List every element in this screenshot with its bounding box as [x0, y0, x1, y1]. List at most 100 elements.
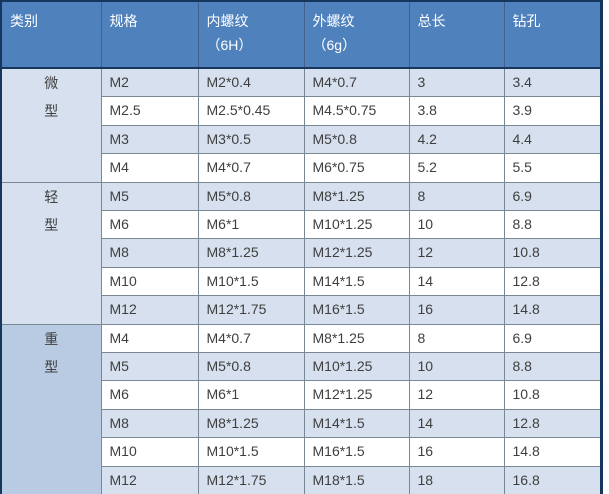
table-cell: 12.8	[503, 266, 602, 297]
table-row: 轻型 M5 M5*0.8 M8*1.25 8 6.9	[0, 181, 602, 325]
table-cell: M4	[100, 323, 199, 354]
table-cell: 14	[408, 266, 505, 297]
table-row: M12 M12*1.75 M16*1.5 16 14.8	[1, 295, 602, 325]
table-cell: M12*1.25	[303, 238, 410, 268]
table-cell: M5*0.8	[197, 181, 305, 212]
col-header-external-thread: 外螺纹 （6g）	[303, 1, 409, 69]
col-header-label: 内螺纹	[206, 13, 249, 29]
table-cell: 5.2	[408, 153, 505, 183]
col-header-label: 总长	[417, 13, 446, 29]
table-cell: M6*0.75	[303, 153, 410, 183]
table-cell: M12*1.75	[197, 465, 305, 494]
table-cell: M4*0.7	[303, 67, 410, 98]
table-cell: M6*1	[197, 380, 305, 410]
table-cell: M8*1.25	[197, 408, 305, 439]
table-cell: 6.9	[503, 323, 602, 354]
table-cell: 12.8	[503, 408, 602, 439]
table-cell: 4.2	[408, 124, 505, 155]
table-cell: M8*1.25	[303, 323, 410, 354]
category-label-char: 型	[44, 217, 59, 234]
table-cell: 16.8	[503, 465, 602, 494]
table-row: M8 M8*1.25 M14*1.5 14 12.8	[1, 408, 602, 439]
table-cell: M3*0.5	[197, 124, 305, 155]
table-cell: 8.8	[503, 352, 602, 382]
table-row: M6 M6*1 M10*1.25 10 8.8	[1, 210, 602, 240]
table-cell: 10.8	[503, 380, 602, 410]
table-cell: 8.8	[503, 210, 602, 240]
table-cell: M4*0.7	[197, 323, 305, 354]
table-cell: M12	[100, 295, 199, 325]
table-cell: 3.8	[408, 96, 505, 126]
table-head: 类别 规格 内螺纹 （6H） 外螺纹 （6g） 总长	[1, 1, 601, 69]
table-cell: M2.5*0.45	[197, 96, 305, 126]
table-row: M3 M3*0.5 M5*0.8 4.2 4.4	[1, 124, 602, 155]
table-row: M5 M5*0.8 M10*1.25 10 8.8	[1, 352, 602, 382]
table-cell: 16	[408, 295, 505, 325]
col-header-category: 类别	[1, 1, 101, 69]
table-row: M12 M12*1.75 M18*1.5 18 16.8	[1, 465, 602, 494]
table-cell: M12*1.25	[303, 380, 410, 410]
table-cell: 3.4	[503, 67, 602, 98]
category-label-char: 型	[44, 103, 59, 120]
category-cell: 轻型	[0, 181, 102, 325]
col-header-label: 外螺纹	[312, 13, 355, 29]
table-cell: 3	[408, 67, 505, 98]
category-cell: 微型	[0, 67, 102, 183]
col-header-internal-thread: 内螺纹 （6H）	[197, 1, 304, 69]
table-cell: 4.4	[503, 124, 602, 155]
table-cell: 14	[408, 408, 505, 439]
table-cell: M4.5*0.75	[303, 96, 410, 126]
table-cell: 10	[408, 352, 505, 382]
table-cell: M18*1.5	[303, 465, 410, 494]
table-row: M10 M10*1.5 M14*1.5 14 12.8	[1, 266, 602, 297]
table-cell: M14*1.5	[303, 408, 410, 439]
col-header-label: 钻孔	[512, 13, 541, 29]
table-cell: M8*1.25	[303, 181, 410, 212]
table-row: M6 M6*1 M12*1.25 12 10.8	[1, 380, 602, 410]
table-cell: M10*1.25	[303, 352, 410, 382]
col-header-drill-hole: 钻孔	[503, 1, 601, 69]
table-row: M8 M8*1.25 M12*1.25 12 10.8	[1, 238, 602, 268]
table-cell: 8	[408, 323, 505, 354]
table-cell: 14.8	[503, 437, 602, 467]
table-cell: M10	[100, 266, 199, 297]
table-cell: 10.8	[503, 238, 602, 268]
table-cell: 16	[408, 437, 505, 467]
table-cell: M5*0.8	[303, 124, 410, 155]
col-header-label: 规格	[109, 13, 138, 29]
table-cell: M12	[100, 465, 199, 494]
table-cell: M8*1.25	[197, 238, 305, 268]
table-row: M4 M4*0.7 M6*0.75 5.2 5.5	[1, 153, 602, 183]
table-cell: M12*1.75	[197, 295, 305, 325]
table-cell: 18	[408, 465, 505, 494]
table-cell: 14.8	[503, 295, 602, 325]
table-body: 微型 M2 M2*0.4 M4*0.7 3 3.4 M2.5 M2.5*0.45 M4.5*0.…	[0, 67, 602, 494]
table-cell: M4	[100, 153, 199, 183]
category-label-char: 型	[44, 359, 59, 376]
table-cell: M10*1.5	[197, 437, 305, 467]
table-cell: M8	[100, 238, 199, 268]
table-cell: M4*0.7	[197, 153, 305, 183]
table-cell: 12	[408, 380, 505, 410]
table-cell: M2.5	[100, 96, 199, 126]
table-cell: 12	[408, 238, 505, 268]
table-cell: 6.9	[503, 181, 602, 212]
table-cell: M8	[100, 408, 199, 439]
category-label-char: 微	[44, 75, 59, 91]
category-label-char: 轻	[44, 188, 59, 205]
table-row: M2.5 M2.5*0.45 M4.5*0.75 3.8 3.9	[1, 96, 602, 126]
table-cell: M6	[100, 380, 199, 410]
table-cell: M10*1.25	[303, 210, 410, 240]
table-cell: M5*0.8	[197, 352, 305, 382]
table-cell: 10	[408, 210, 505, 240]
table-cell: 8	[408, 181, 505, 212]
col-header-label: 类别	[10, 13, 38, 29]
col-header-total-length: 总长	[408, 1, 504, 69]
table-cell: M5	[100, 181, 199, 212]
table-cell: 5.5	[503, 153, 602, 183]
table-cell: 3.9	[503, 96, 602, 126]
table-cell: M14*1.5	[303, 266, 410, 297]
table-cell: M3	[100, 124, 199, 155]
table-cell: M2*0.4	[197, 67, 305, 98]
